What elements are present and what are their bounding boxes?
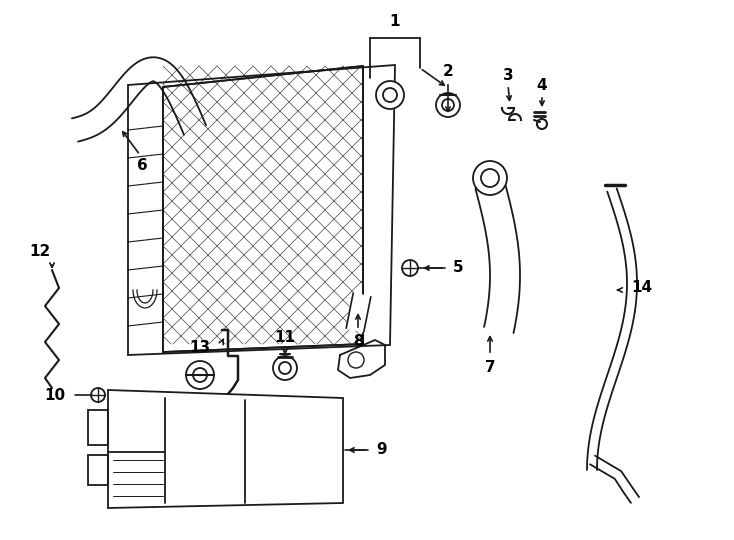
Polygon shape (108, 390, 343, 508)
Polygon shape (163, 66, 363, 352)
Polygon shape (346, 293, 371, 332)
Text: 2: 2 (443, 64, 454, 79)
Text: 4: 4 (537, 78, 548, 92)
Text: 6: 6 (137, 159, 148, 173)
Text: 9: 9 (377, 442, 388, 457)
Circle shape (376, 81, 404, 109)
Text: 13: 13 (189, 341, 211, 355)
Text: 1: 1 (390, 15, 400, 30)
Polygon shape (72, 57, 206, 141)
Text: 11: 11 (275, 330, 296, 346)
Polygon shape (476, 181, 520, 333)
Text: 8: 8 (353, 334, 363, 349)
Circle shape (186, 361, 214, 389)
Polygon shape (590, 456, 639, 503)
Polygon shape (587, 188, 637, 470)
Circle shape (436, 93, 460, 117)
Circle shape (473, 161, 507, 195)
Circle shape (91, 388, 105, 402)
Text: 14: 14 (631, 280, 653, 295)
Text: 10: 10 (45, 388, 65, 402)
Circle shape (402, 260, 418, 276)
Text: 3: 3 (503, 68, 513, 83)
Text: 7: 7 (484, 361, 495, 375)
Text: 12: 12 (29, 245, 51, 260)
Text: 5: 5 (453, 260, 463, 275)
Circle shape (273, 356, 297, 380)
